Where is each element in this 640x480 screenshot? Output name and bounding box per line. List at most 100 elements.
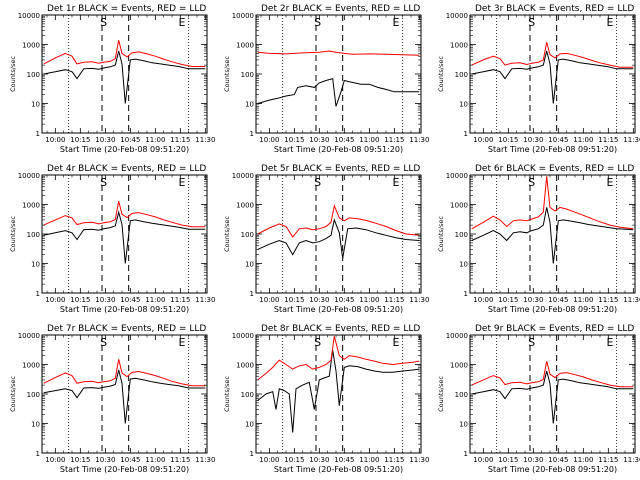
x-tick-label: 11:30: [409, 456, 429, 464]
marker-label-s: S: [528, 336, 535, 349]
y-tick-label: 1: [36, 130, 40, 138]
x-tick-label: 10:15: [498, 456, 518, 464]
x-tick-label: 10:45: [120, 296, 140, 304]
plot-frame: [41, 334, 208, 454]
y-tick-label: 100: [241, 71, 254, 79]
panel-title: Det 8r BLACK = Events, RED = LLD: [261, 324, 420, 334]
panel-det-8: Det 8r BLACK = Events, RED = LLD S E 1 10 100…: [223, 324, 429, 474]
series-line-lld: [43, 40, 206, 67]
x-axis-label: Start Time (20-Feb-08 09:51:20): [488, 465, 617, 474]
y-tick-label: 100: [27, 71, 40, 79]
y-tick-label: 1000: [236, 362, 254, 370]
x-tick-label: 10:15: [284, 296, 304, 304]
series-line-lld: [471, 42, 634, 68]
series-line-lld: [471, 176, 634, 230]
marker-label-s: S: [528, 16, 535, 29]
y-tick-label: 1: [464, 130, 468, 138]
x-tick-label: 10:15: [70, 296, 90, 304]
y-tick-label: 10: [31, 421, 40, 429]
y-tick-label: 10000: [446, 332, 468, 340]
x-tick-label: 11:15: [170, 296, 190, 304]
x-tick-label: 10:15: [498, 136, 518, 144]
y-axis-label: Counts/sec: [437, 56, 445, 92]
y-tick-label: 1: [250, 450, 254, 458]
series-line-lld: [471, 360, 634, 388]
y-tick-label: 100: [27, 231, 40, 239]
series-line-events: [471, 207, 634, 264]
x-tick-label: 11:00: [145, 136, 165, 144]
x-axis-label: Start Time (20-Feb-08 09:51:20): [60, 465, 189, 474]
panel-det-2: Det 2r BLACK = Events, RED = LLD S E 1 10 100…: [223, 4, 429, 154]
marker-label-e: E: [393, 16, 400, 29]
y-tick-label: 1: [36, 290, 40, 298]
x-tick-label: 11:15: [598, 456, 618, 464]
x-tick-label: 11:15: [384, 456, 404, 464]
x-tick-label: 10:00: [45, 136, 65, 144]
panel-title: Det 9r BLACK = Events, RED = LLD: [475, 324, 634, 334]
x-tick-label: 11:15: [170, 456, 190, 464]
x-tick-label: 10:30: [95, 136, 115, 144]
y-tick-label: 10: [31, 261, 40, 269]
series-line-lld: [257, 204, 420, 238]
series-line-events: [43, 369, 206, 424]
x-tick-label: 10:45: [548, 296, 568, 304]
y-tick-label: 1000: [22, 362, 40, 370]
y-tick-label: 100: [241, 231, 254, 239]
x-tick-label: 11:00: [359, 296, 379, 304]
x-tick-label: 11:30: [195, 296, 215, 304]
marker-label-e: E: [179, 336, 186, 349]
panel-title: Det 4r BLACK = Events, RED = LLD: [47, 164, 206, 174]
y-tick-label: 1000: [22, 202, 40, 210]
x-tick-label: 11:00: [573, 456, 593, 464]
y-tick-label: 100: [455, 391, 468, 399]
plot-frame: [469, 334, 636, 454]
x-tick-label: 11:15: [384, 136, 404, 144]
marker-label-e: E: [179, 176, 186, 189]
x-tick-label: 11:00: [145, 456, 165, 464]
marker-label-e: E: [179, 16, 186, 29]
x-axis-label: Start Time (20-Feb-08 09:51:20): [488, 305, 617, 314]
series-line-events: [257, 218, 420, 259]
x-tick-label: 10:45: [120, 456, 140, 464]
y-tick-label: 10000: [18, 172, 40, 180]
y-tick-label: 1: [250, 130, 254, 138]
x-tick-label: 10:15: [70, 136, 90, 144]
x-tick-label: 10:00: [45, 456, 65, 464]
y-tick-label: 1: [36, 450, 40, 458]
y-tick-label: 1: [250, 290, 254, 298]
y-axis-label: Counts/sec: [223, 376, 231, 412]
panel-title: Det 5r BLACK = Events, RED = LLD: [261, 164, 420, 174]
y-tick-label: 1000: [22, 42, 40, 50]
series-line-lld: [257, 50, 420, 56]
y-axis-label: Counts/sec: [223, 216, 231, 252]
x-axis-label: Start Time (20-Feb-08 09:51:20): [274, 305, 403, 314]
series-line-events: [471, 370, 634, 424]
x-tick-label: 11:00: [359, 136, 379, 144]
marker-label-e: E: [393, 336, 400, 349]
x-tick-label: 10:30: [523, 136, 543, 144]
panel-det-6: Det 6r BLACK = Events, RED = LLD S E 1 10 100…: [437, 164, 640, 314]
x-tick-label: 10:15: [284, 136, 304, 144]
marker-label-s: S: [100, 16, 107, 29]
panel-title: Det 6r BLACK = Events, RED = LLD: [475, 164, 634, 174]
y-tick-label: 10: [459, 261, 468, 269]
y-tick-label: 100: [455, 71, 468, 79]
y-tick-label: 10: [31, 101, 40, 109]
y-tick-label: 100: [27, 391, 40, 399]
x-axis-label: Start Time (20-Feb-08 09:51:20): [274, 145, 403, 154]
y-tick-label: 10000: [232, 172, 254, 180]
panel-title: Det 1r BLACK = Events, RED = LLD: [47, 4, 206, 14]
y-tick-label: 1000: [450, 202, 468, 210]
x-tick-label: 11:15: [384, 296, 404, 304]
x-tick-label: 10:00: [259, 136, 279, 144]
y-tick-label: 1000: [236, 202, 254, 210]
x-tick-label: 10:15: [284, 456, 304, 464]
x-tick-label: 10:30: [309, 456, 329, 464]
marker-label-e: E: [607, 336, 614, 349]
plot-frame: [469, 14, 636, 134]
marker-label-s: S: [314, 176, 321, 189]
x-tick-label: 11:15: [170, 136, 190, 144]
panel-title: Det 3r BLACK = Events, RED = LLD: [475, 4, 634, 14]
x-tick-label: 10:30: [95, 456, 115, 464]
panel-title: Det 7r BLACK = Events, RED = LLD: [47, 324, 206, 334]
